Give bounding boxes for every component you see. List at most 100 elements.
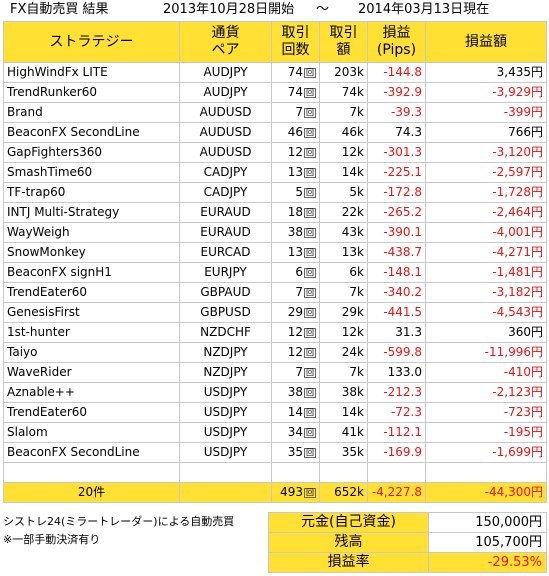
balance-label: 残高 — [268, 532, 429, 553]
table-header-row: ストラテジー 通貨 ペア 取引 回数 取引額 損益 (Pips) 損益額 — [3, 21, 547, 63]
trade-volume: 12k — [319, 322, 368, 343]
pnl-value: -4,001円 — [425, 222, 547, 243]
trade-count: 74 回 — [271, 82, 320, 103]
currency-pair: AUDUSD — [179, 142, 272, 163]
pnl-value: -410円 — [425, 362, 547, 383]
pips-value: -225.1 — [367, 162, 426, 183]
table-row: Brand AUDUSD 7 回 7k -39.3 -399円 — [3, 102, 547, 123]
strategy-name: INTJ Multi-Strategy — [3, 202, 180, 223]
col-trades: 取引 回数 — [271, 21, 320, 63]
strategy-name: GenesisFirst — [3, 302, 180, 323]
pnl-value: -723円 — [425, 402, 547, 423]
total-pnl: -44,300円 — [425, 482, 547, 503]
pips-value: -39.3 — [367, 102, 426, 123]
table-row: TrendRunker60 AUDJPY 74 回 74k -392.9 -3,929円 — [3, 82, 547, 103]
pips-value: -438.7 — [367, 242, 426, 263]
strategy-name: SnowMonkey — [3, 242, 180, 263]
footer-note-2: ※一部手動決済有り — [3, 533, 101, 546]
currency-pair: USDJPY — [179, 382, 272, 403]
table-row: GapFighters360 AUDUSD 12 回 12k -301.3 -3,120円 — [3, 142, 547, 163]
trade-count: 74 回 — [271, 62, 320, 83]
report-title: FX自動売買 結果 — [10, 2, 109, 17]
trade-count: 13 回 — [271, 242, 320, 263]
trade-volume: 22k — [319, 202, 368, 223]
pips-value: -390.1 — [367, 222, 426, 243]
strategy-name: TrendRunker60 — [3, 82, 180, 103]
strategy-name: Taiyo — [3, 342, 180, 363]
trade-count: 35 回 — [271, 442, 320, 463]
pips-value: -301.3 — [367, 142, 426, 163]
pips-value: -72.3 — [367, 402, 426, 423]
total-count: 20件 — [3, 482, 180, 503]
table-row: TF-trap60 CADJPY 5 回 5k -172.8 -1,728円 — [3, 182, 547, 203]
trade-count: 46 回 — [271, 122, 320, 143]
trade-count: 14 回 — [271, 402, 320, 423]
table-row: TrendEater60 GBPAUD 7 回 7k -340.2 -3,182円 — [3, 282, 547, 303]
table-row: INTJ Multi-Strategy EURAUD 18 回 22k -265.2 -2,… — [3, 202, 547, 223]
table-row: BeaconFX signH1 EURJPY 6 回 6k -148.1 -1,481円 — [3, 262, 547, 283]
col-volume: 取引額 — [319, 21, 368, 63]
summary-capital-row: 元金(自己資金) 150,000円 — [268, 512, 547, 533]
results-table: ストラテジー 通貨 ペア 取引 回数 取引額 損益 (Pips) 損益額 HighWi… — [3, 21, 547, 503]
pips-value: -172.8 — [367, 182, 426, 203]
rate-value: -29.53% — [428, 552, 547, 573]
rate-label: 損益率 — [268, 552, 429, 573]
pnl-value: -2,464円 — [425, 202, 547, 223]
summary-balance-row: 残高 105,700円 — [268, 532, 547, 553]
table-row: BeaconFX SecondLine AUDUSD 46 回 46k 74.3 766円 — [3, 122, 547, 143]
table-row: TrendEater60 USDJPY 14 回 14k -72.3 -723円 — [3, 402, 547, 423]
trade-volume: 203k — [319, 62, 368, 83]
pips-value: 133.0 — [367, 362, 426, 383]
currency-pair: AUDUSD — [179, 122, 272, 143]
currency-pair: USDJPY — [179, 442, 272, 463]
strategy-name: HighWindFx LITE — [3, 62, 180, 83]
trade-volume: 35k — [319, 442, 368, 463]
pips-value: -112.1 — [367, 422, 426, 443]
pips-value: -392.9 — [367, 82, 426, 103]
pnl-value: 766円 — [425, 122, 547, 143]
period-start: 2013年10月28日開始 — [163, 2, 295, 17]
trade-volume: 46k — [319, 122, 368, 143]
table-row: Aznable++ USDJPY 38 回 38k -212.3 -2,123円 — [3, 382, 547, 403]
pnl-value: 360円 — [425, 322, 547, 343]
pips-value: 74.3 — [367, 122, 426, 143]
footer-note-1: シストレ24(ミラートレーダー)による自動売買 — [3, 515, 235, 528]
currency-pair: AUDUSD — [179, 102, 272, 123]
trade-volume: 29k — [319, 302, 368, 323]
trade-volume: 7k — [319, 102, 368, 123]
trade-count: 13 回 — [271, 162, 320, 183]
currency-pair: USDJPY — [179, 402, 272, 423]
currency-pair: NZDJPY — [179, 362, 272, 383]
pips-value: -212.3 — [367, 382, 426, 403]
trade-volume: 41k — [319, 422, 368, 443]
pnl-value: -195円 — [425, 422, 547, 443]
summary-rate-row: 損益率 -29.53% — [268, 552, 547, 573]
col-pair: 通貨 ペア — [179, 21, 272, 63]
col-strategy: ストラテジー — [3, 21, 180, 63]
period-end: 2014年03月13日現在 — [358, 2, 490, 17]
pips-value: -599.8 — [367, 342, 426, 363]
trade-volume: 74k — [319, 82, 368, 103]
trade-volume: 7k — [319, 362, 368, 383]
total-trades: 493 回 — [271, 482, 320, 503]
strategy-name: Aznable++ — [3, 382, 180, 403]
trade-count: 38 回 — [271, 222, 320, 243]
trade-volume: 13k — [319, 242, 368, 263]
trade-volume: 24k — [319, 342, 368, 363]
table-row: SnowMonkey EURCAD 13 回 13k -438.7 -4,271円 — [3, 242, 547, 263]
strategy-name: TrendEater60 — [3, 282, 180, 303]
pips-value: -340.2 — [367, 282, 426, 303]
currency-pair: NZDCHF — [179, 322, 272, 343]
pnl-value: 3,435円 — [425, 62, 547, 83]
pnl-value: -1,481円 — [425, 262, 547, 283]
trade-count: 38 回 — [271, 382, 320, 403]
strategy-name: BeaconFX SecondLine — [3, 122, 180, 143]
pnl-value: -4,543円 — [425, 302, 547, 323]
pips-value: -169.9 — [367, 442, 426, 463]
pips-value: -144.8 — [367, 62, 426, 83]
